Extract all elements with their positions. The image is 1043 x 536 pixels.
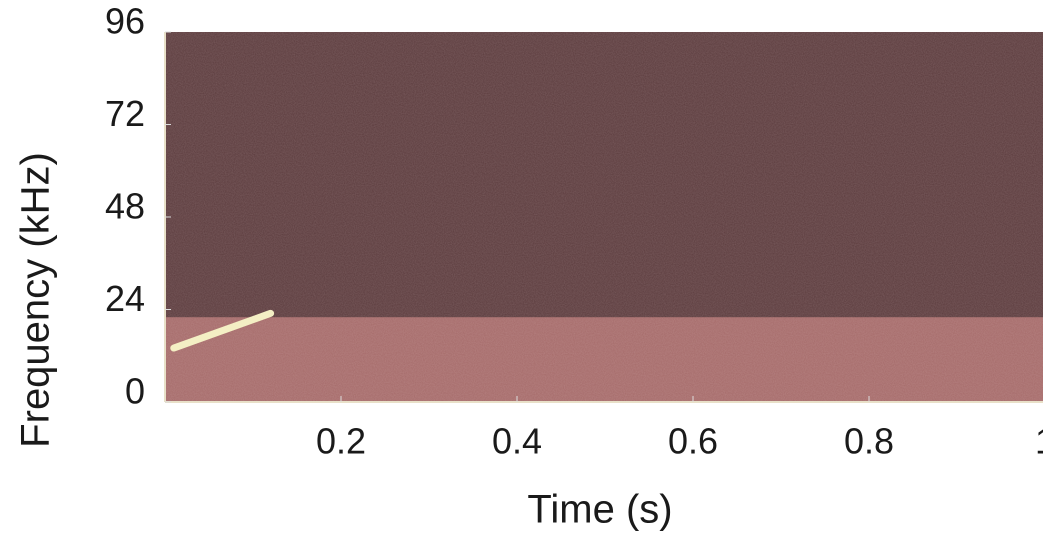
x-tick-label: 1 (1035, 421, 1043, 462)
x-tick-label: 0.8 (844, 421, 894, 462)
plot-area (165, 32, 1043, 402)
y-tick-label: 48 (105, 186, 145, 227)
y-tick-label: 72 (105, 93, 145, 134)
x-tick-label: 0.6 (668, 421, 718, 462)
y-axis-title: Frequency (kHz) (14, 152, 58, 448)
x-tick-label: 0.4 (492, 421, 542, 462)
x-tick-label: 0.2 (316, 421, 366, 462)
noise-texture (165, 32, 1043, 402)
y-tick-label: 0 (125, 371, 145, 412)
x-axis-title: Time (s) (527, 488, 672, 532)
y-tick-label: 96 (105, 1, 145, 42)
y-tick-label: 24 (105, 278, 145, 319)
chirp (170, 309, 275, 352)
